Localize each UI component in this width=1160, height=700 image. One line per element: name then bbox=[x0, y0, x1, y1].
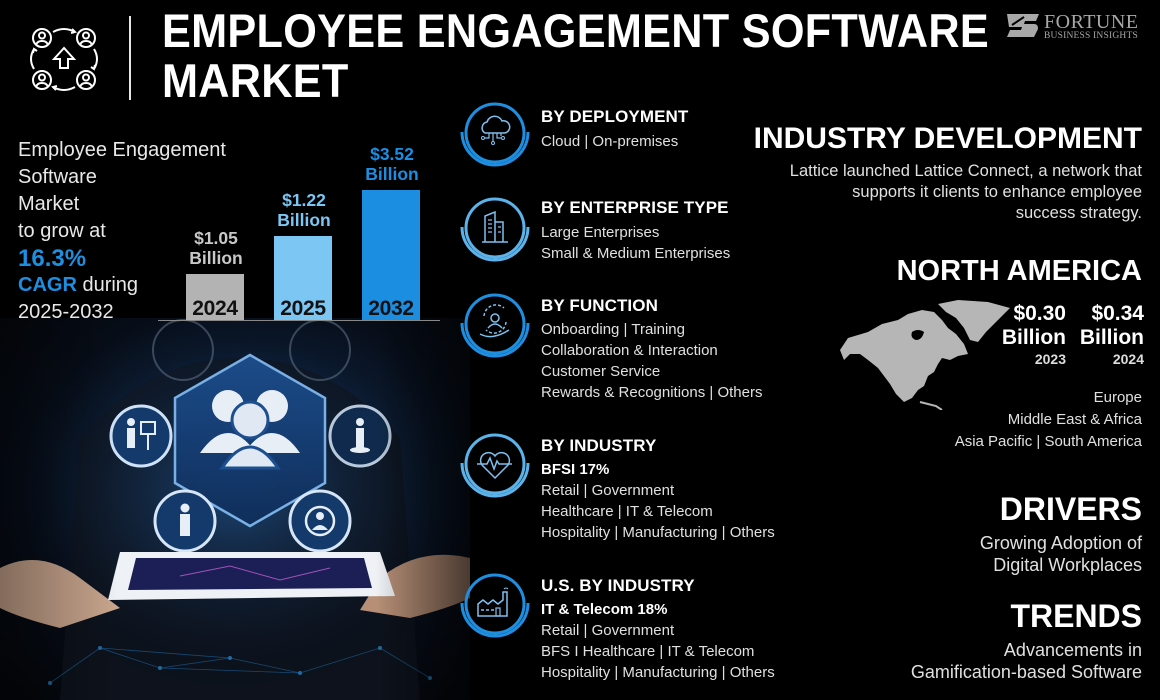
market-size-bar-chart: $1.05 Billion 2024 $1.22 Billion 2025 $3… bbox=[150, 140, 450, 325]
na-value-2024: $0.34 Billion 2024 bbox=[1079, 302, 1144, 367]
chart-baseline bbox=[158, 320, 440, 321]
bar-year-label: 2025 bbox=[280, 297, 326, 320]
people-cycle-arrow-icon bbox=[30, 28, 98, 91]
segment-title: BY DEPLOYMENT bbox=[541, 107, 689, 126]
bar-2024: 2024 bbox=[186, 274, 244, 320]
hero-image-vignette bbox=[0, 318, 470, 700]
segment-highlight: BFSI 17% bbox=[541, 461, 610, 478]
cloud-network-icon bbox=[460, 102, 530, 167]
north-america-title: NORTH AMERICA bbox=[896, 255, 1142, 287]
trends-title: TRENDS bbox=[1010, 598, 1142, 634]
segment-title: BY INDUSTRY bbox=[541, 436, 657, 455]
segment-highlight: IT & Telecom 18% bbox=[541, 601, 668, 618]
factory-icon bbox=[460, 573, 530, 638]
cagr-value: 16.3% bbox=[18, 245, 87, 272]
bar-value-2032: $3.52 Billion bbox=[365, 144, 419, 184]
page-title: EMPLOYEE ENGAGEMENT SOFTWARE MARKET bbox=[162, 4, 989, 107]
na-value-2023: $0.30 Billion 2023 bbox=[1001, 302, 1066, 367]
fortune-business-insights-logo: FORTUNE BUSINESS INSIGHTS bbox=[1006, 11, 1146, 43]
bar-value-2025: $1.22 Billion bbox=[277, 190, 331, 230]
industry-development-text: Lattice launched Lattice Connect, a netw… bbox=[789, 162, 1142, 222]
trends-text: Advancements in Gamification-based Softw… bbox=[910, 640, 1142, 682]
bar-2032: 2032 bbox=[362, 190, 420, 320]
segment-item: Onboarding | Training bbox=[541, 321, 685, 338]
segment-item: Retail | Government bbox=[541, 482, 675, 499]
market-growth-summary: Employee Engagement Software Market to g… bbox=[18, 137, 258, 326]
drivers-title: DRIVERS bbox=[999, 491, 1142, 527]
hand-person-cycle-icon bbox=[460, 293, 530, 358]
segment-item: Small & Medium Enterprises bbox=[541, 245, 731, 262]
north-america-map-icon bbox=[840, 300, 1010, 410]
heart-pulse-icon bbox=[460, 433, 530, 498]
growth-line: Market bbox=[18, 193, 80, 215]
cagr-line: CAGR during bbox=[18, 272, 258, 299]
bar-year-label: 2032 bbox=[368, 297, 414, 320]
bar-year-label: 2024 bbox=[192, 297, 238, 320]
segment-title: BY ENTERPRISE TYPE bbox=[541, 198, 729, 217]
growth-line: Software bbox=[18, 166, 97, 188]
other-regions: Europe Middle East & Africa Asia Pacific… bbox=[954, 389, 1142, 450]
growth-line: to grow at bbox=[18, 220, 106, 242]
segment-item: Rewards & Recognitions | Others bbox=[541, 384, 763, 401]
forecast-period: 2025-2032 bbox=[18, 301, 114, 323]
segment-item: Cloud | On-premises bbox=[541, 133, 679, 150]
drivers-text: Growing Adoption of Digital Workplaces bbox=[979, 533, 1142, 575]
segment-item: Large Enterprises bbox=[541, 224, 660, 241]
growth-line: Employee Engagement bbox=[18, 139, 226, 161]
bar-value-2024: $1.05 Billion bbox=[189, 228, 243, 268]
segment-item: Hospitality | Manufacturing | Others bbox=[541, 664, 775, 681]
bar-2025: 2025 bbox=[274, 236, 332, 320]
segment-item: Collaboration & Interaction bbox=[541, 342, 718, 359]
header-divider bbox=[129, 16, 131, 100]
segment-title: BY FUNCTION bbox=[541, 296, 658, 315]
segment-item: Customer Service bbox=[541, 363, 661, 380]
cagr-label: CAGR bbox=[18, 274, 77, 296]
office-building-icon bbox=[460, 197, 530, 262]
segment-item: Hospitality | Manufacturing | Others bbox=[541, 524, 775, 541]
during-text: during bbox=[76, 274, 139, 296]
logo-text-business-insights: BUSINESS INSIGHTS bbox=[1044, 31, 1138, 41]
logo-text-fortune: FORTUNE bbox=[1044, 11, 1139, 33]
segment-title: U.S. BY INDUSTRY bbox=[541, 576, 695, 595]
fortune-fb-logo-icon bbox=[1007, 14, 1039, 37]
segment-item: Retail | Government bbox=[541, 622, 675, 639]
industry-development-title: INDUSTRY DEVELOPMENT bbox=[753, 122, 1142, 155]
segment-item: BFS I Healthcare | IT & Telecom bbox=[541, 643, 755, 660]
segment-item: Healthcare | IT & Telecom bbox=[541, 503, 713, 520]
